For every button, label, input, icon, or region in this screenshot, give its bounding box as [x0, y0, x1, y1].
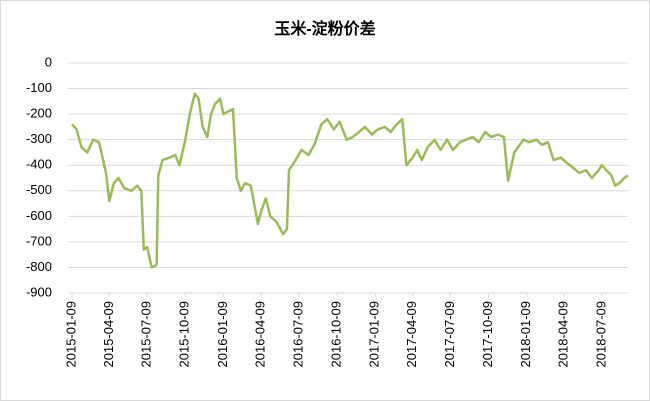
y-tick-label: -500 — [26, 182, 52, 197]
chart-title: 玉米-淀粉价差 — [274, 19, 375, 38]
x-tick-label: 2018-07-09 — [593, 301, 608, 368]
y-tick-label: -300 — [26, 131, 52, 146]
x-tick-label: 2016-10-09 — [329, 301, 344, 368]
y-tick-label: 0 — [45, 54, 52, 69]
x-tick-label: 2018-01-09 — [518, 301, 533, 368]
x-tick-label: 2017-07-09 — [442, 301, 457, 368]
x-tick-label: 2016-01-09 — [215, 301, 230, 368]
y-tick-label: -100 — [26, 80, 52, 95]
x-tick-label: 2017-04-09 — [404, 301, 419, 368]
x-tick-label: 2017-10-09 — [480, 301, 495, 368]
x-tick-label: 2015-04-09 — [101, 301, 116, 368]
y-tick-label: -200 — [26, 106, 52, 121]
x-tick-label: 2017-01-09 — [367, 301, 382, 368]
x-tick-label: 2015-07-09 — [139, 301, 154, 368]
y-tick-label: -700 — [26, 233, 52, 248]
x-tick-label: 2015-10-09 — [177, 301, 192, 368]
line-series — [71, 92, 629, 269]
x-tick-label: 2016-04-09 — [253, 301, 268, 368]
y-tick-label: -900 — [26, 284, 52, 299]
y-tick-label: -800 — [26, 259, 52, 274]
x-tick-label: 2016-07-09 — [290, 301, 305, 368]
x-tick-label: 2015-01-09 — [63, 301, 78, 368]
y-tick-label: -400 — [26, 157, 52, 172]
x-tick-label: 2018-04-09 — [556, 301, 571, 368]
y-tick-label: -600 — [26, 208, 52, 223]
